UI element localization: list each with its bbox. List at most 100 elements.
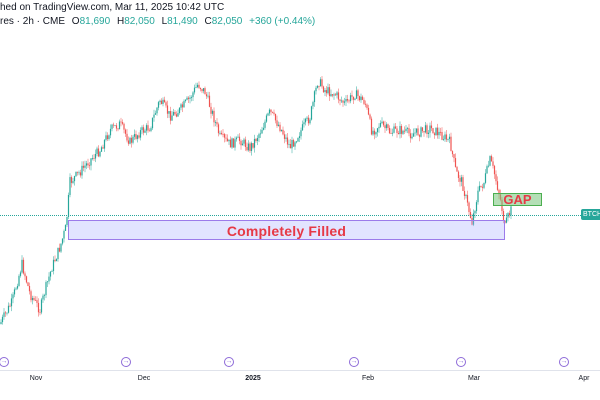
candle-body [91,158,94,159]
candle-body [402,130,404,134]
candle-body [448,136,451,140]
candle-body [495,174,497,182]
event-marker-icon[interactable]: → [559,357,569,367]
candle-body [357,90,359,97]
candle-body [27,282,29,287]
candle-body [355,90,358,99]
candle-body [192,92,194,98]
candle-body [61,238,64,244]
candle-body [51,270,53,272]
candle-body [277,124,280,126]
candle-body [193,87,196,93]
candle-body [301,124,304,131]
candle-body [57,247,59,260]
candle-body [39,312,41,314]
candle-body [412,133,415,137]
candle-body [132,136,134,143]
event-marker-icon[interactable]: → [349,357,359,367]
candle-body [187,97,190,99]
candle-body [288,143,290,145]
candle-body [265,115,268,122]
gap-zone[interactable]: GAP [493,193,542,207]
candle-body [69,177,71,195]
candle-body [423,131,425,133]
candle-body [232,138,235,148]
candle-body [282,129,284,135]
price-chart-area[interactable] [0,32,580,370]
candle-body [408,128,410,134]
candle-body [226,138,229,142]
candle-body [166,105,169,114]
time-axis[interactable]: Nov Dec 2025 Feb Mar Apr [0,370,600,400]
candle-body [342,100,344,103]
candle-body [157,102,160,108]
candle-body [510,206,512,216]
event-marker-icon[interactable]: → [121,357,131,367]
candle-body [262,127,265,130]
candle-body [24,273,26,277]
candle-body [58,247,61,252]
candle-body [177,113,179,117]
candle-body [337,92,340,100]
candle-body [303,122,305,125]
candle-body [456,166,458,172]
candle-body [445,134,448,140]
candle-body [123,123,125,130]
candle-body [16,285,19,289]
candle-body [490,156,493,162]
candle-body [352,96,355,100]
candle-body [10,298,13,307]
candle-body [136,135,139,139]
candle-body [340,100,343,102]
candle-body [483,182,485,188]
candle-body [216,122,218,125]
candle-body [213,110,215,123]
candle-body [321,79,323,87]
candle-body [118,121,121,130]
filled-gap-zone[interactable]: Completely Filled [68,220,505,240]
candle-body [106,135,109,140]
event-marker-icon[interactable]: → [0,357,9,367]
candle-body [298,136,301,138]
ohlc-open-label: O [71,16,80,27]
candle-body [372,130,374,135]
candle-body [13,289,16,295]
candle-body [130,137,133,143]
candle-body [40,299,43,313]
candle-body [199,87,202,90]
candle-body [376,128,379,133]
candle-body [462,177,464,191]
candle-body [346,98,349,101]
candle-body [88,165,91,167]
candle-body [217,124,220,134]
candle-body [363,99,365,104]
candle-body [375,132,377,135]
candle-body [208,95,211,107]
candle-body [223,134,226,138]
event-marker-icon[interactable]: → [456,357,466,367]
event-marker-icon[interactable]: → [224,357,234,367]
candle-body [205,94,208,97]
candle-body [442,139,445,141]
candle-body [285,137,287,139]
candle-body [235,137,238,140]
candle-body [396,128,398,133]
candle-body [201,89,203,92]
candle-body [196,84,199,88]
candle-body [364,103,367,105]
candle-body [195,87,197,88]
ohlc-change: +360 (+0.44%) [249,16,316,27]
candle-body [388,127,391,134]
candle-body [253,138,256,148]
candle-body [508,213,511,216]
candle-body [103,139,106,149]
ohlc-high: H82,050 [117,16,158,27]
candle-body [150,128,152,131]
candle-body [94,153,97,159]
candle-body [415,128,418,133]
candle-body [373,130,376,135]
candle-body [385,124,388,129]
candle-body [387,124,389,128]
candle-body [247,143,250,151]
